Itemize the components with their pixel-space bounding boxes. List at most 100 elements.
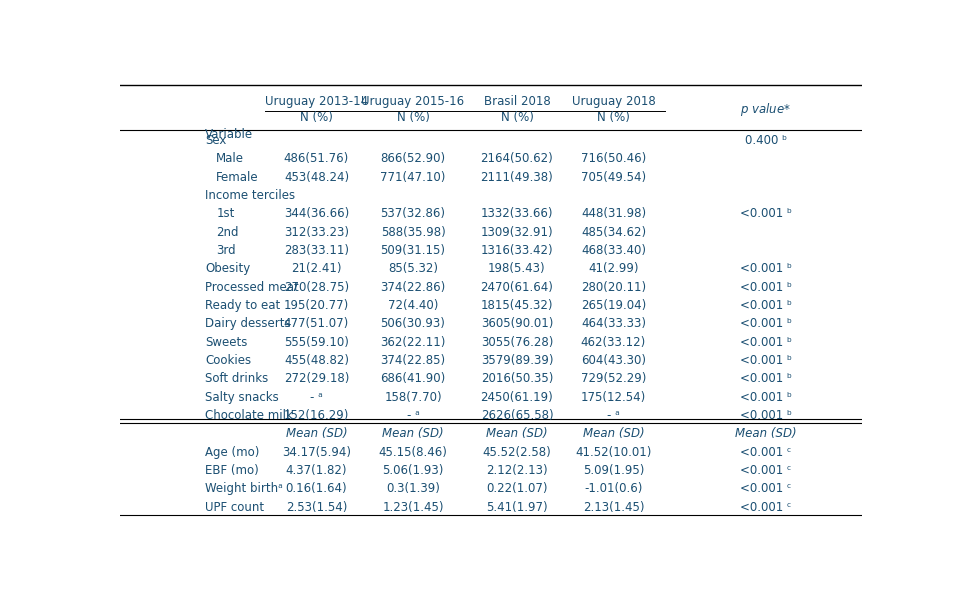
Text: Variable: Variable bbox=[205, 128, 253, 140]
Text: 344(36.66): 344(36.66) bbox=[284, 208, 349, 220]
Text: 1316(33.42): 1316(33.42) bbox=[481, 244, 554, 257]
Text: Uruguay 2013-14: Uruguay 2013-14 bbox=[265, 95, 368, 108]
Text: 2nd: 2nd bbox=[217, 226, 239, 239]
Text: 0.400 ᵇ: 0.400 ᵇ bbox=[744, 134, 787, 147]
Text: Female: Female bbox=[217, 171, 259, 184]
Text: 1309(32.91): 1309(32.91) bbox=[481, 226, 554, 239]
Text: 506(30.93): 506(30.93) bbox=[380, 317, 445, 330]
Text: -1.01(0.6): -1.01(0.6) bbox=[584, 483, 643, 495]
Text: N (%): N (%) bbox=[397, 111, 429, 124]
Text: 1332(33.66): 1332(33.66) bbox=[481, 208, 553, 220]
Text: Mean (SD): Mean (SD) bbox=[382, 427, 444, 440]
Text: Sweets: Sweets bbox=[205, 336, 247, 349]
Text: <0.001 ᵇ: <0.001 ᵇ bbox=[740, 281, 791, 294]
Text: 537(32.86): 537(32.86) bbox=[380, 208, 445, 220]
Text: 265(19.04): 265(19.04) bbox=[581, 299, 646, 312]
Text: Obesity: Obesity bbox=[205, 262, 250, 275]
Text: 2.12(2.13): 2.12(2.13) bbox=[486, 464, 548, 477]
Text: 464(33.33): 464(33.33) bbox=[581, 317, 646, 330]
Text: 468(33.40): 468(33.40) bbox=[581, 244, 646, 257]
Text: UPF count: UPF count bbox=[205, 500, 264, 513]
Text: 0.22(1.07): 0.22(1.07) bbox=[487, 483, 548, 495]
Text: 1815(45.32): 1815(45.32) bbox=[481, 299, 553, 312]
Text: 729(52.29): 729(52.29) bbox=[581, 372, 646, 386]
Text: Processed meat: Processed meat bbox=[205, 281, 299, 294]
Text: 158(7.70): 158(7.70) bbox=[384, 391, 442, 403]
Text: 374(22.85): 374(22.85) bbox=[380, 354, 445, 367]
Text: 588(35.98): 588(35.98) bbox=[380, 226, 445, 239]
Text: 453(48.24): 453(48.24) bbox=[284, 171, 349, 184]
Text: Salty snacks: Salty snacks bbox=[205, 391, 279, 403]
Text: - ᵃ: - ᵃ bbox=[406, 409, 420, 422]
Text: 509(31.15): 509(31.15) bbox=[380, 244, 445, 257]
Text: 4.37(1.82): 4.37(1.82) bbox=[285, 464, 347, 477]
Text: 2470(61.64): 2470(61.64) bbox=[481, 281, 554, 294]
Text: 41.52(10.01): 41.52(10.01) bbox=[576, 446, 651, 459]
Text: 477(51.07): 477(51.07) bbox=[284, 317, 349, 330]
Text: Brasil 2018: Brasil 2018 bbox=[484, 95, 550, 108]
Text: 312(33.23): 312(33.23) bbox=[284, 226, 349, 239]
Text: EBF (mo): EBF (mo) bbox=[205, 464, 259, 477]
Text: 85(5.32): 85(5.32) bbox=[388, 262, 438, 275]
Text: 5.41(1.97): 5.41(1.97) bbox=[486, 500, 548, 513]
Text: Chocolate milk: Chocolate milk bbox=[205, 409, 293, 422]
Text: 455(48.82): 455(48.82) bbox=[284, 354, 349, 367]
Text: 2016(50.35): 2016(50.35) bbox=[481, 372, 553, 386]
Text: - ᵃ: - ᵃ bbox=[310, 391, 323, 403]
Text: Mean (SD): Mean (SD) bbox=[285, 427, 348, 440]
Text: 34.17(5.94): 34.17(5.94) bbox=[282, 446, 351, 459]
Text: Mean (SD): Mean (SD) bbox=[582, 427, 645, 440]
Text: 448(31.98): 448(31.98) bbox=[581, 208, 646, 220]
Text: <0.001 ᵇ: <0.001 ᵇ bbox=[740, 299, 791, 312]
Text: 2626(65.58): 2626(65.58) bbox=[481, 409, 554, 422]
Text: 374(22.86): 374(22.86) bbox=[380, 281, 445, 294]
Text: 771(47.10): 771(47.10) bbox=[380, 171, 445, 184]
Text: <0.001 ᶜ: <0.001 ᶜ bbox=[740, 446, 791, 459]
Text: <0.001 ᶜ: <0.001 ᶜ bbox=[740, 464, 791, 477]
Text: 2.13(1.45): 2.13(1.45) bbox=[582, 500, 644, 513]
Text: Age (mo): Age (mo) bbox=[205, 446, 260, 459]
Text: 195(20.77): 195(20.77) bbox=[284, 299, 349, 312]
Text: 462(33.12): 462(33.12) bbox=[581, 336, 646, 349]
Text: Mean (SD): Mean (SD) bbox=[486, 427, 548, 440]
Text: 3579(89.39): 3579(89.39) bbox=[481, 354, 553, 367]
Text: <0.001 ᵇ: <0.001 ᵇ bbox=[740, 354, 791, 367]
Text: <0.001 ᶜ: <0.001 ᶜ bbox=[740, 483, 791, 495]
Text: 555(59.10): 555(59.10) bbox=[285, 336, 349, 349]
Text: N (%): N (%) bbox=[597, 111, 630, 124]
Text: Income terciles: Income terciles bbox=[205, 189, 295, 202]
Text: 283(33.11): 283(33.11) bbox=[284, 244, 349, 257]
Text: 0.3(1.39): 0.3(1.39) bbox=[386, 483, 440, 495]
Text: 45.15(8.46): 45.15(8.46) bbox=[378, 446, 447, 459]
Text: 0.16(1.64): 0.16(1.64) bbox=[285, 483, 348, 495]
Text: <0.001 ᵇ: <0.001 ᵇ bbox=[740, 372, 791, 386]
Text: 866(52.90): 866(52.90) bbox=[380, 152, 445, 165]
Text: Uruguay 2018: Uruguay 2018 bbox=[572, 95, 655, 108]
Text: <0.001 ᵇ: <0.001 ᵇ bbox=[740, 336, 791, 349]
Text: 72(4.40): 72(4.40) bbox=[388, 299, 438, 312]
Text: 5.06(1.93): 5.06(1.93) bbox=[382, 464, 444, 477]
Text: <0.001 ᵇ: <0.001 ᵇ bbox=[740, 317, 791, 330]
Text: 686(41.90): 686(41.90) bbox=[380, 372, 445, 386]
Text: 1.23(1.45): 1.23(1.45) bbox=[382, 500, 444, 513]
Text: N (%): N (%) bbox=[300, 111, 333, 124]
Text: 604(43.30): 604(43.30) bbox=[581, 354, 646, 367]
Text: Ready to eat: Ready to eat bbox=[205, 299, 281, 312]
Text: Soft drinks: Soft drinks bbox=[205, 372, 268, 386]
Text: 280(20.11): 280(20.11) bbox=[581, 281, 646, 294]
Text: N (%): N (%) bbox=[500, 111, 534, 124]
Text: 485(34.62): 485(34.62) bbox=[581, 226, 646, 239]
Text: 362(22.11): 362(22.11) bbox=[380, 336, 445, 349]
Text: Weight birthᵃ: Weight birthᵃ bbox=[205, 483, 283, 495]
Text: Cookies: Cookies bbox=[205, 354, 251, 367]
Text: 270(28.75): 270(28.75) bbox=[284, 281, 349, 294]
Text: 3605(90.01): 3605(90.01) bbox=[481, 317, 553, 330]
Text: 2450(61.19): 2450(61.19) bbox=[481, 391, 554, 403]
Text: Dairy desserts: Dairy desserts bbox=[205, 317, 291, 330]
Text: 45.52(2.58): 45.52(2.58) bbox=[483, 446, 552, 459]
Text: <0.001 ᶜ: <0.001 ᶜ bbox=[740, 500, 791, 513]
Text: Uruguay 2015-16: Uruguay 2015-16 bbox=[361, 95, 465, 108]
Text: 2111(49.38): 2111(49.38) bbox=[481, 171, 554, 184]
Text: <0.001 ᵇ: <0.001 ᵇ bbox=[740, 391, 791, 403]
Text: 3055(76.28): 3055(76.28) bbox=[481, 336, 553, 349]
